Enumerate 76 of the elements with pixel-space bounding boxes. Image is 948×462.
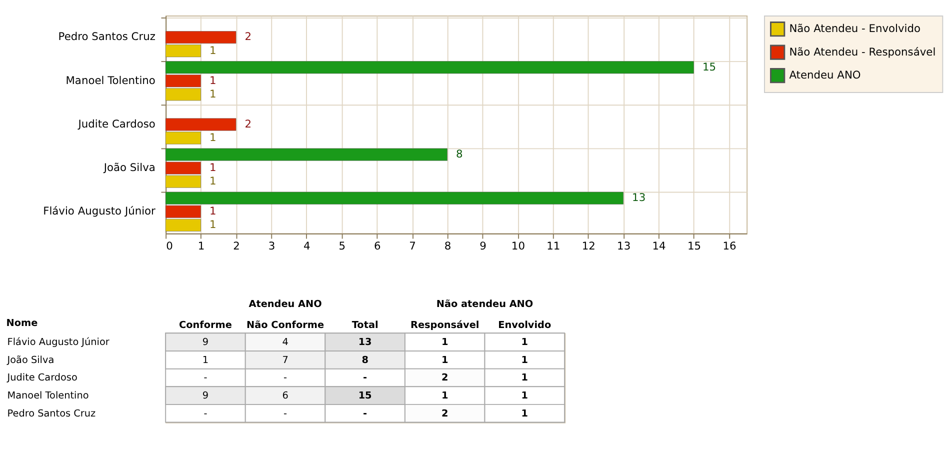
text: -	[363, 372, 368, 384]
x-tick-label: 4	[304, 239, 311, 252]
y-tick-label: João Silva	[6, 354, 54, 366]
y-tick-label: Pedro Santos Cruz	[58, 30, 156, 44]
x-tick-label: 11	[546, 239, 560, 252]
x-tick-label: 12	[582, 239, 596, 252]
x-tick-label: Conforme	[179, 320, 232, 331]
y-axis-title: Nome	[6, 318, 38, 329]
data-label: 1	[210, 44, 216, 57]
y-tick-label: João Silva	[102, 160, 156, 174]
data-label: 1	[521, 336, 528, 348]
legend-label: Não Atendeu - Envolvido	[789, 22, 921, 36]
data-label: 1	[202, 354, 209, 366]
data-label: 9	[202, 390, 209, 402]
text: Atendeu ANO	[248, 299, 322, 310]
x-tick-label: Não Conforme	[246, 320, 324, 331]
x-tick-label: 7	[409, 239, 416, 252]
data-label: 1	[210, 74, 216, 87]
data-label: 6	[282, 390, 288, 402]
x-tick-label: 3	[268, 239, 276, 252]
data-label: 8	[456, 147, 463, 160]
data-label: 1	[441, 336, 448, 348]
x-tick-label: 13	[617, 239, 631, 252]
data-label: 1	[210, 174, 216, 188]
x-tick-label: 8	[444, 239, 452, 252]
data-label: 1	[521, 372, 528, 384]
x-tick-label: 10	[511, 239, 526, 252]
y-tick-label: Manoel Tolentino	[66, 74, 156, 87]
data-label: 1	[441, 390, 448, 402]
text: -	[284, 408, 288, 420]
text: -	[204, 408, 208, 420]
x-tick-label: 15	[687, 239, 702, 252]
legend-label: Não Atendeu - Responsável	[789, 45, 936, 58]
y-tick-label: Flávio Augusto Júnior	[43, 204, 156, 218]
x-tick-label: Envolvido	[498, 320, 552, 331]
data-label: 13	[358, 336, 372, 348]
legend-label: Atendeu ANO	[789, 68, 861, 82]
data-label: 1	[210, 87, 216, 100]
data-label: 15	[358, 390, 372, 402]
data-label: 1	[521, 390, 528, 402]
data-label: 2	[244, 117, 252, 130]
data-label: 1	[210, 130, 216, 144]
data-label: 2	[441, 408, 448, 420]
x-tick-label: 6	[374, 239, 381, 252]
data-label: 8	[362, 354, 369, 366]
data-label: 7	[282, 354, 288, 366]
data-label: 2	[244, 30, 252, 44]
x-tick-label: 9	[480, 239, 487, 252]
data-label: 1	[210, 204, 216, 218]
x-tick-label: 1	[198, 239, 205, 252]
x-tick-label: 5	[338, 239, 346, 252]
x-tick-label: Total	[352, 320, 378, 331]
text: -	[363, 408, 368, 420]
data-label: 13	[632, 191, 646, 204]
x-tick-label: 16	[722, 239, 736, 252]
data-label: 1	[210, 160, 216, 174]
y-tick-label: Flávio Augusto Júnior	[7, 336, 110, 348]
x-tick-label: 0	[166, 239, 174, 252]
y-tick-label: Manoel Tolentino	[7, 390, 89, 402]
data-label: 9	[202, 336, 209, 348]
data-label: 1	[210, 218, 216, 232]
data-label: 1	[521, 354, 528, 366]
y-tick-label: Pedro Santos Cruz	[7, 408, 96, 420]
y-tick-label: Judite Cardoso	[6, 372, 78, 384]
x-tick-label: Responsável	[410, 320, 480, 331]
data-label: 1	[441, 354, 448, 366]
text: -	[284, 372, 288, 384]
text: Não atendeu ANO	[436, 299, 534, 310]
x-tick-label: 2	[233, 239, 240, 252]
text: -	[204, 372, 208, 384]
data-label: 1	[521, 408, 528, 420]
data-label: 15	[702, 60, 716, 74]
y-tick-label: Judite Cardoso	[77, 117, 156, 130]
data-label: 4	[282, 336, 288, 348]
data-label: 2	[441, 372, 448, 384]
x-tick-label: 14	[652, 239, 666, 252]
